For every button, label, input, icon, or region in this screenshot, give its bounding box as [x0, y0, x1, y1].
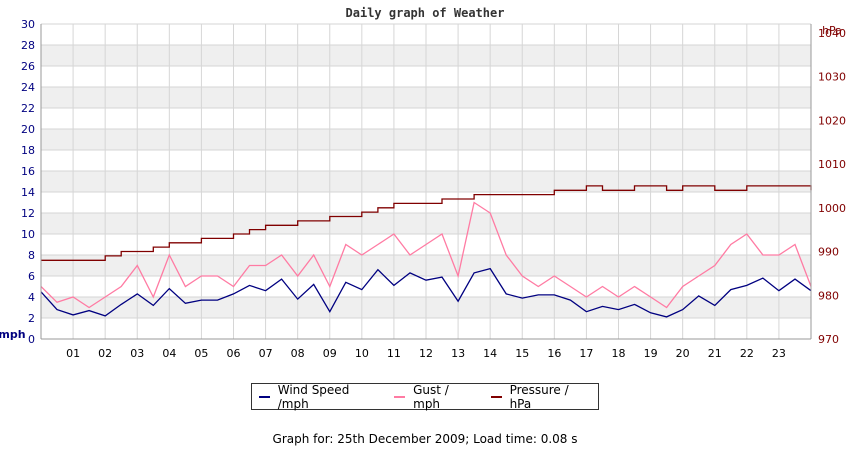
right-tick-label: 1030 [818, 71, 846, 84]
left-tick-label: 30 [21, 18, 35, 31]
legend-item-wind: Wind Speed /mph [259, 383, 381, 411]
x-tick-label: 06 [227, 347, 241, 360]
left-tick-label: 16 [21, 165, 35, 178]
left-tick-label: 28 [21, 39, 35, 52]
x-tick-label: 10 [355, 347, 369, 360]
x-tick-label: 18 [612, 347, 626, 360]
chart-legend: Wind Speed /mph Gust / mph Pressure / hP… [251, 383, 599, 410]
left-tick-label: 2 [28, 312, 35, 325]
x-tick-label: 21 [708, 347, 722, 360]
left-tick-label: 24 [21, 81, 35, 94]
left-tick-label: 10 [21, 228, 35, 241]
x-tick-label: 01 [66, 347, 80, 360]
left-tick-label: 12 [21, 207, 35, 220]
left-tick-label: 8 [28, 249, 35, 262]
legend-label-wind: Wind Speed /mph [278, 383, 382, 411]
right-tick-label: 1020 [818, 114, 846, 127]
left-tick-label: 20 [21, 123, 35, 136]
x-tick-label: 23 [772, 347, 786, 360]
legend-item-gust: Gust / mph [394, 383, 477, 411]
right-tick-label: 970 [818, 333, 839, 346]
left-tick-label: 6 [28, 270, 35, 283]
x-tick-label: 19 [644, 347, 658, 360]
x-tick-label: 04 [162, 347, 176, 360]
x-tick-label: 15 [515, 347, 529, 360]
left-tick-label: 18 [21, 144, 35, 157]
right-tick-label: 1010 [818, 158, 846, 171]
footer-status: Graph for: 25th December 2009; Load time… [0, 432, 850, 446]
left-tick-label: 26 [21, 60, 35, 73]
right-axis-unit-label: hPa [822, 24, 842, 37]
x-tick-label: 03 [130, 347, 144, 360]
x-tick-label: 08 [291, 347, 305, 360]
x-tick-label: 20 [676, 347, 690, 360]
right-tick-label: 980 [818, 289, 839, 302]
chart-title: Daily graph of Weather [346, 6, 505, 20]
right-tick-label: 1000 [818, 202, 846, 215]
x-tick-label: 02 [98, 347, 112, 360]
left-tick-label: 22 [21, 102, 35, 115]
left-tick-label: 14 [21, 186, 35, 199]
x-tick-label: 11 [387, 347, 401, 360]
left-tick-label: 4 [28, 291, 35, 304]
x-tick-label: 07 [259, 347, 273, 360]
x-tick-label: 13 [451, 347, 465, 360]
legend-swatch-wind [259, 396, 270, 398]
x-tick-label: 17 [579, 347, 593, 360]
right-tick-label: 990 [818, 246, 839, 259]
x-tick-label: 14 [483, 347, 497, 360]
legend-label-gust: Gust / mph [413, 383, 478, 411]
legend-label-pressure: Pressure / hPa [510, 383, 592, 411]
left-axis-unit-label: mph [0, 328, 26, 341]
left-tick-label: 0 [28, 333, 35, 346]
x-tick-label: 16 [547, 347, 561, 360]
x-tick-label: 12 [419, 347, 433, 360]
x-tick-label: 22 [740, 347, 754, 360]
x-tick-label: 05 [194, 347, 208, 360]
legend-swatch-gust [394, 396, 405, 398]
x-tick-label: 09 [323, 347, 337, 360]
legend-item-pressure: Pressure / hPa [491, 383, 592, 411]
legend-swatch-pressure [491, 396, 502, 398]
